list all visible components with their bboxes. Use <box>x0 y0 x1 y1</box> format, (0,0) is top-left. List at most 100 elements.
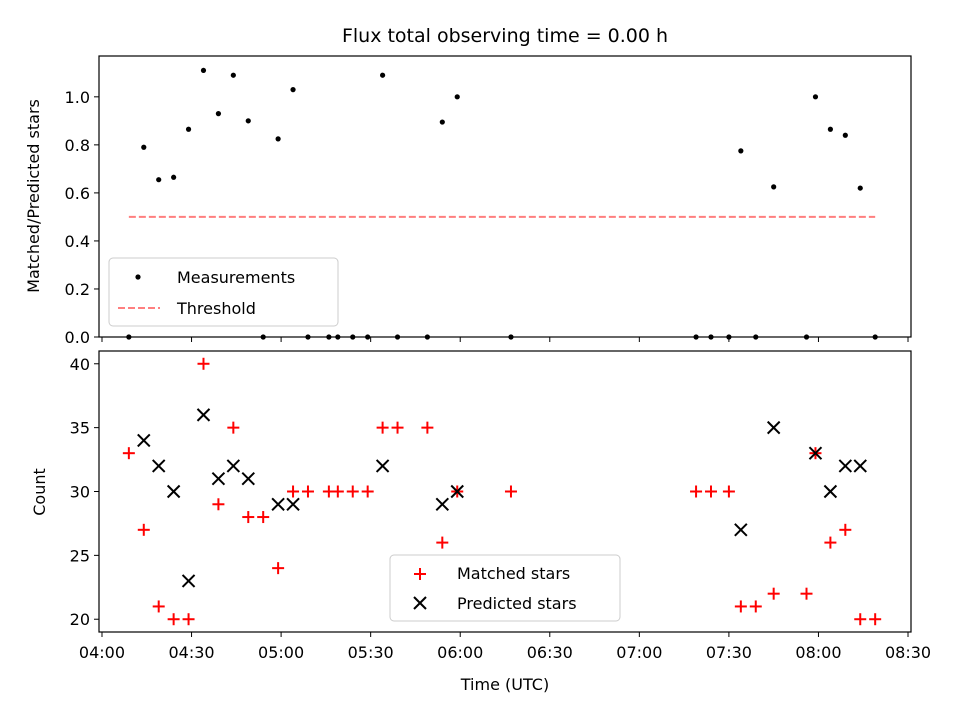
top-y-tick-label: 0.4 <box>65 232 90 251</box>
chart-title: Flux total observing time = 0.00 h <box>342 25 668 47</box>
predicted-star-point <box>375 459 390 473</box>
measurement-point <box>290 87 296 93</box>
matched-star-point <box>824 536 837 549</box>
x-tick-label: 07:30 <box>706 643 752 662</box>
matched-star-point <box>704 485 717 498</box>
x-tick-label: 08:00 <box>795 643 841 662</box>
top-y-tick-label: 1.0 <box>65 88 90 107</box>
x-tick-label: 05:00 <box>258 643 304 662</box>
top-y-tick-label: 0.6 <box>65 184 90 203</box>
matched-star-point <box>734 600 747 613</box>
measurement-point <box>771 184 777 190</box>
matched-star-point <box>722 485 735 498</box>
matched-star-point <box>257 511 270 524</box>
matched-star-point <box>800 587 813 600</box>
bottom-y-tick-label: 25 <box>70 546 90 565</box>
measurement-point <box>185 126 192 132</box>
legend-matched-marker <box>414 568 426 580</box>
legend-threshold-label: Threshold <box>176 299 256 318</box>
measurement-point <box>215 111 222 117</box>
matched-star-point <box>137 523 150 536</box>
matched-star-point <box>122 447 135 460</box>
x-tick-label: 05:30 <box>348 643 394 662</box>
matched-star-point <box>869 613 882 626</box>
measurement-point <box>842 132 848 138</box>
measurement-point <box>812 94 819 100</box>
predicted-star-point <box>435 497 450 511</box>
legend-predicted-marker <box>413 596 427 610</box>
matched-star-point <box>391 421 404 434</box>
top-y-tick-label: 0.0 <box>65 328 90 347</box>
x-tick-label: 04:00 <box>79 643 125 662</box>
bottom-y-axis-label: Count <box>30 468 49 516</box>
predicted-star-point <box>166 484 181 499</box>
bottom-y-tick-label: 40 <box>70 355 90 374</box>
measurement-point <box>439 119 445 125</box>
matched-star-point <box>272 562 285 575</box>
matched-star-point <box>287 485 300 498</box>
x-tick-label: 04:30 <box>168 643 214 662</box>
measurement-point <box>738 148 744 154</box>
top-y-axis-label: Matched/Predicted stars <box>24 99 43 293</box>
predicted-star-point <box>808 446 823 460</box>
matched-star-point <box>346 485 359 498</box>
legend-measurements-marker <box>135 274 141 280</box>
matched-star-point <box>376 421 389 434</box>
predicted-star-point <box>766 420 781 435</box>
matched-star-point <box>152 600 165 613</box>
x-tick-label: 07:00 <box>616 643 662 662</box>
matched-star-point <box>301 485 314 498</box>
predicted-star-point <box>286 497 300 511</box>
predicted-star-point <box>181 574 196 588</box>
predicted-star-point <box>226 459 241 473</box>
top-y-tick-label: 0.8 <box>65 136 90 155</box>
bottom-y-tick-label: 35 <box>70 419 90 438</box>
measurement-point <box>275 136 281 142</box>
matched-star-point <box>167 613 180 626</box>
predicted-star-point <box>151 459 166 473</box>
predicted-star-point <box>450 484 464 499</box>
matched-star-point <box>749 600 762 613</box>
matched-star-point <box>504 485 517 498</box>
measurement-point <box>245 118 251 124</box>
measurement-point <box>857 185 863 191</box>
matched-star-point <box>839 523 852 536</box>
matched-star-point <box>242 511 255 524</box>
bottom-legend: Matched stars Predicted stars <box>389 554 621 622</box>
matched-star-point <box>212 498 225 511</box>
top-plot-frame <box>98 55 912 338</box>
matched-star-point <box>182 613 195 626</box>
x-tick-label: 08:30 <box>885 643 931 662</box>
top-y-tick-label: 0.2 <box>65 280 90 299</box>
predicted-star-point <box>838 459 853 473</box>
matched-star-point <box>767 587 780 600</box>
measurement-point <box>454 94 460 100</box>
legend-matched-label: Matched stars <box>457 564 570 583</box>
measurement-point <box>827 126 833 132</box>
matched-star-point <box>690 485 703 498</box>
predicted-star-point <box>196 408 211 422</box>
matched-star-point <box>361 485 374 498</box>
matched-star-point <box>227 421 240 434</box>
matched-star-point <box>436 536 449 549</box>
matched-star-point <box>421 421 434 434</box>
legend-predicted-label: Predicted stars <box>457 594 577 613</box>
predicted-star-point <box>734 523 748 537</box>
predicted-star-point <box>271 497 285 511</box>
measurement-point <box>230 72 236 78</box>
measurement-point <box>156 177 162 183</box>
measurement-point <box>200 67 207 74</box>
matched-star-point <box>197 357 210 370</box>
predicted-star-point <box>241 472 255 486</box>
predicted-star-point <box>137 433 151 448</box>
matched-star-point <box>854 613 867 626</box>
measurement-point <box>171 174 177 180</box>
x-tick-label: 06:00 <box>437 643 483 662</box>
predicted-star-point <box>853 459 867 473</box>
bottom-y-tick-label: 30 <box>70 483 90 502</box>
bottom-y-tick-label: 20 <box>70 610 90 629</box>
top-legend: Measurements Threshold <box>108 257 339 327</box>
predicted-star-point <box>823 484 838 499</box>
predicted-star-point <box>211 472 226 486</box>
